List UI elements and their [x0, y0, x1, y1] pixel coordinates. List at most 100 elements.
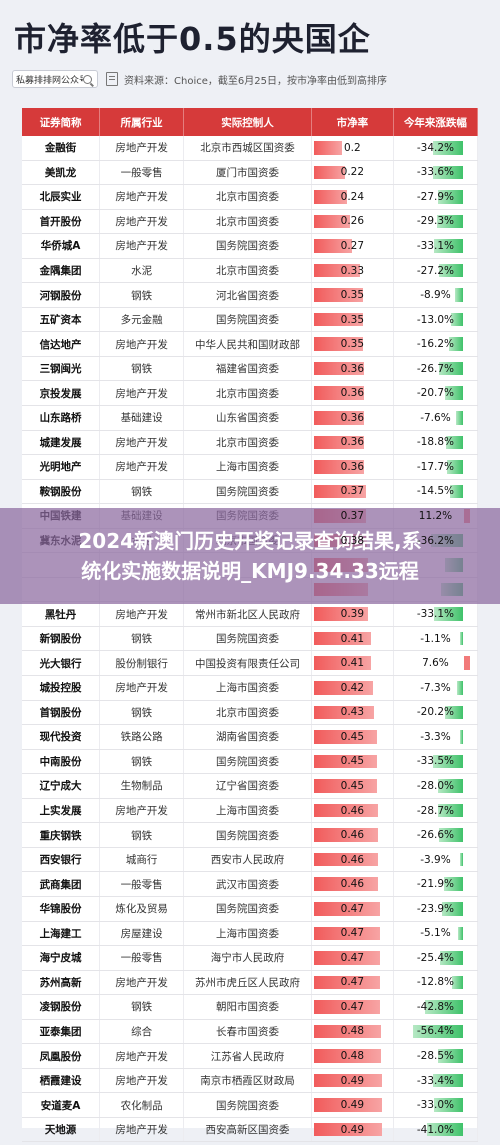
change-bar — [459, 852, 463, 867]
cell-pb: 0.46 — [312, 847, 394, 872]
cell-controller: 海宁市人民政府 — [184, 946, 312, 970]
pb-bar — [313, 190, 348, 204]
cell-change: -17.7% — [394, 455, 478, 479]
change-bar — [446, 435, 463, 450]
cell-change: -33.4% — [394, 1068, 478, 1093]
cell-industry: 房地产开发 — [100, 209, 185, 234]
cell-industry: 房地产开发 — [100, 455, 185, 479]
cell-change: -33.5% — [394, 749, 478, 774]
cell-change: -28.7% — [394, 798, 478, 823]
cell-pb: 0.48 — [312, 1019, 394, 1044]
cell-controller: 西安市人民政府 — [184, 847, 312, 872]
table-row: 重庆钢铁 钢铁 国务院国资委 0.46 -26.6% — [22, 823, 478, 848]
cell-pb: 0.35 — [312, 307, 394, 332]
cell-name: 凌钢股份 — [22, 995, 101, 1019]
pb-value: 0.39 — [340, 608, 365, 621]
pb-value: 0.48 — [340, 1050, 365, 1062]
cell-change: -3.3% — [394, 725, 478, 749]
cell-industry: 房地产开发 — [100, 332, 185, 356]
search-text: 私募排排网公众号 — [16, 75, 83, 86]
table-row: 西安银行 城商行 西安市人民政府 0.46 -3.9% — [22, 847, 478, 873]
change-bar — [437, 214, 463, 229]
change-bar — [451, 975, 463, 990]
table-row: 金隅集团 水泥 北京市国资委 0.33 -27.2% — [22, 258, 478, 284]
change-bar — [433, 754, 463, 769]
cell-controller: 北京市国资委 — [184, 381, 312, 406]
change-value: -28.5% — [416, 1050, 455, 1062]
cell-name: 上海建工 — [22, 921, 101, 946]
change-bar — [412, 1024, 463, 1039]
cell-industry: 房地产开发 — [100, 676, 185, 700]
cell-name: 城建发展 — [22, 430, 101, 455]
pb-value: 0.37 — [340, 509, 365, 522]
search-box[interactable]: 私募排排网公众号 — [12, 70, 98, 88]
table-row: 三钢闽光 钢铁 福建省国资委 0.36 -26.7% — [22, 356, 478, 382]
change-bar — [458, 926, 463, 941]
change-value: 11.2% — [418, 509, 453, 522]
search-icon[interactable] — [83, 74, 92, 84]
change-value: -13.0% — [416, 313, 455, 326]
pb-bar — [313, 460, 365, 474]
cell-change: -5.1% — [394, 921, 478, 946]
header-name: 证券简称 — [22, 108, 101, 136]
change-bar — [455, 288, 463, 302]
cell-pb: 0.45 — [312, 774, 394, 798]
cell-change: -26.7% — [394, 356, 478, 381]
cell-industry: 钢铁 — [100, 749, 185, 774]
change-value: -8.9% — [420, 289, 451, 302]
pb-value: 0.47 — [340, 976, 365, 989]
table-row: 城投控股 房地产开发 上海市国资委 0.42 -7.3% — [22, 676, 478, 701]
cell-industry: 钢铁 — [100, 479, 185, 504]
pb-bar — [313, 239, 352, 253]
cell-name: 北辰实业 — [22, 185, 101, 209]
cell-name: 黑牡丹 — [22, 602, 101, 626]
table-row: 京投发展 房地产开发 北京市国资委 0.36 -20.7% — [22, 381, 478, 407]
table-row: 光大银行 股份制银行 中国投资有限责任公司 0.41 7.6% — [22, 651, 478, 677]
cell-industry: 城商行 — [100, 847, 185, 872]
change-value: -42.8% — [416, 1000, 455, 1013]
cell-name: 现代投资 — [22, 725, 101, 749]
cell-controller: 国务院国资委 — [184, 479, 312, 504]
table-row: 北辰实业 房地产开发 北京市国资委 0.24 -27.9% — [22, 185, 478, 210]
cell-industry: 房地产开发 — [100, 1044, 185, 1068]
banner-line-1: 2024新澳门历史开奖记录查询结果,系 — [78, 529, 422, 553]
pb-bar — [313, 361, 365, 376]
cell-pb: 0.47 — [312, 921, 394, 946]
cell-change: -42.8% — [394, 995, 478, 1019]
change-bar — [438, 190, 463, 204]
cell-industry: 一般零售 — [100, 946, 185, 970]
change-bar — [437, 803, 463, 818]
cell-controller: 中华人民共和国财政部 — [184, 332, 312, 356]
cell-industry: 房地产开发 — [100, 602, 185, 626]
pb-bar — [313, 730, 377, 744]
table-row: 信达地产 房地产开发 中华人民共和国财政部 0.35 -16.2% — [22, 332, 478, 357]
pb-value: 0.45 — [340, 779, 365, 792]
cell-change: -16.2% — [394, 332, 478, 356]
table-row: 金融街 房地产开发 北京市西城区国资委 0.2 -34.2% — [22, 136, 478, 161]
cell-controller: 常州市新北区人民政府 — [184, 602, 312, 626]
cell-change: -33.1% — [394, 234, 478, 258]
change-bar — [433, 607, 463, 621]
cell-pb: 0.35 — [312, 283, 394, 307]
pb-value: 0.46 — [340, 829, 365, 842]
cell-change: -3.9% — [394, 847, 478, 872]
table-row: 首开股份 房地产开发 北京市国资委 0.26 -29.3% — [22, 209, 478, 235]
cell-name: 新钢股份 — [22, 626, 101, 651]
table-row: 华锦股份 炼化及贸易 国务院国资委 0.47 -23.9% — [22, 896, 478, 922]
cell-industry: 房屋建设 — [100, 921, 185, 946]
cell-name: 金融街 — [22, 136, 101, 160]
pb-bar — [313, 1000, 380, 1014]
change-value: -20.2% — [416, 706, 455, 719]
cell-pb: 0.35 — [312, 332, 394, 356]
pb-bar — [313, 484, 366, 499]
cell-pb: 0.45 — [312, 725, 394, 749]
cell-controller: 朝阳市国资委 — [184, 995, 312, 1019]
table-row: 上海建工 房屋建设 上海市国资委 0.47 -5.1% — [22, 921, 478, 947]
change-bar — [438, 263, 463, 278]
cell-name: 辽宁成大 — [22, 774, 101, 798]
cell-change: -33.1% — [394, 602, 478, 626]
change-value: -28.7% — [416, 804, 455, 817]
change-bar — [439, 828, 463, 842]
table-row: 海宁皮城 一般零售 海宁市人民政府 0.47 -25.4% — [22, 946, 478, 971]
cell-name: 金隅集团 — [22, 258, 101, 283]
